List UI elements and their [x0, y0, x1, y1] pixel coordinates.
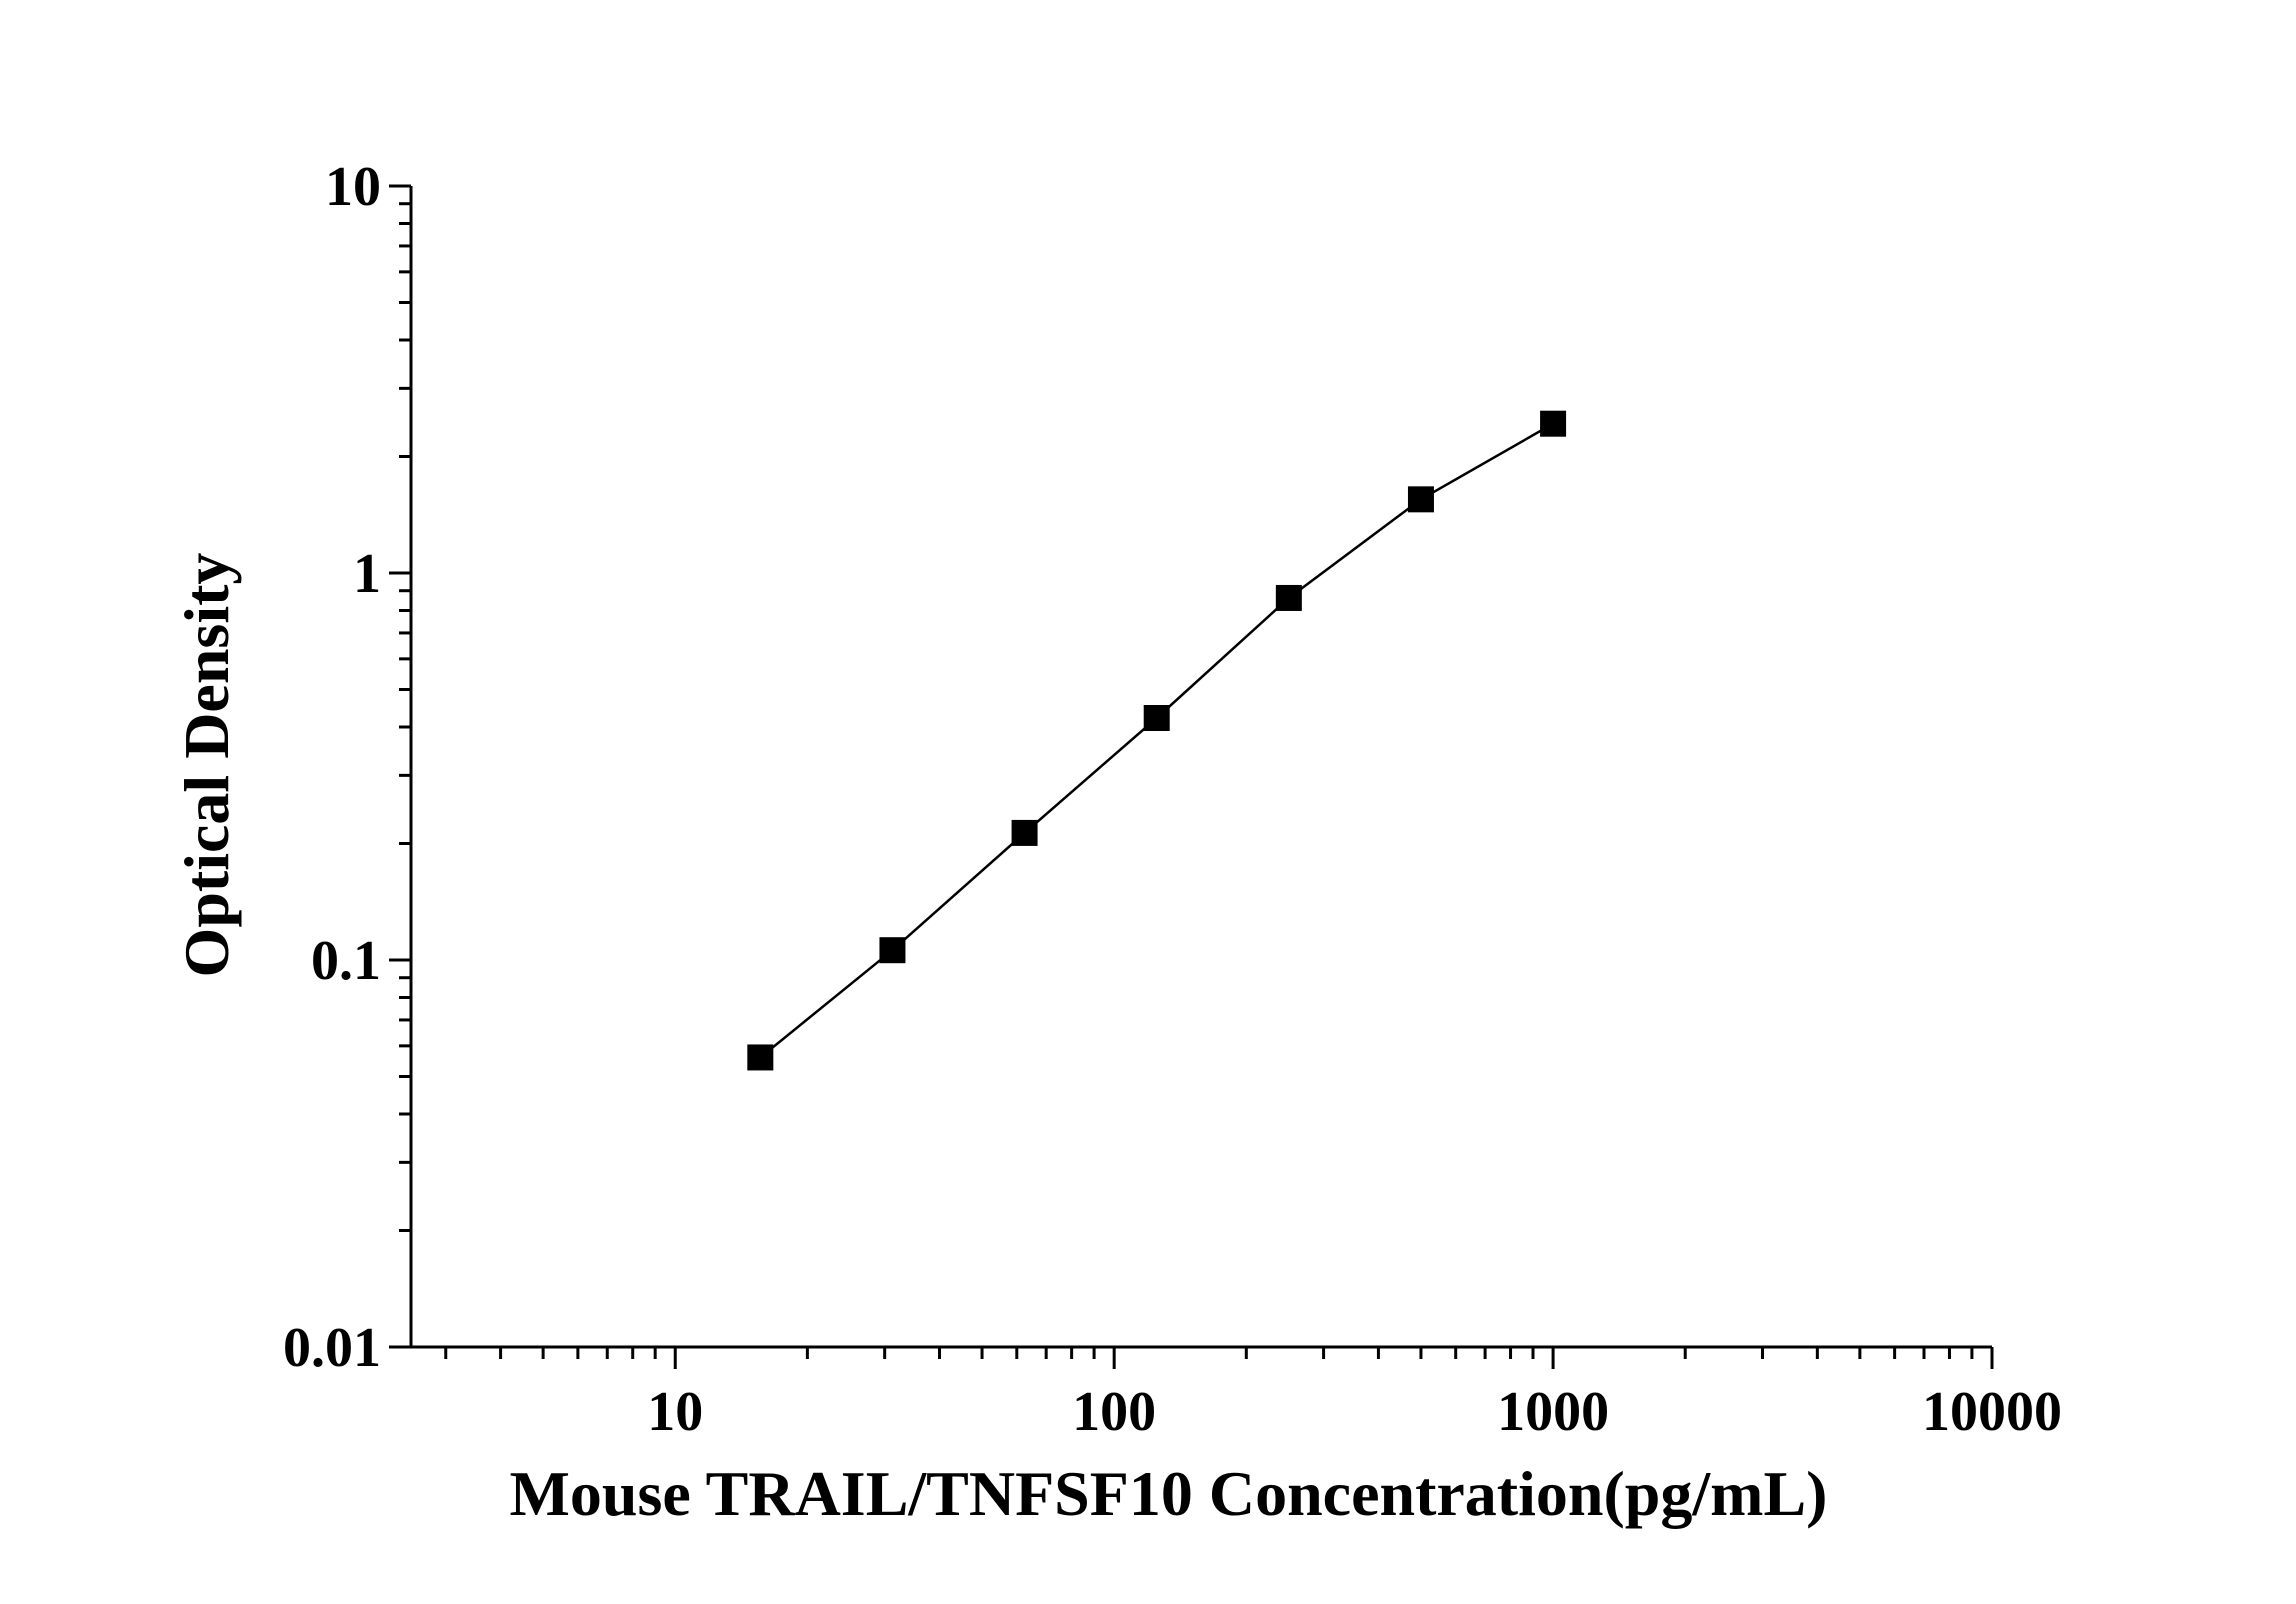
series-line [759, 422, 1554, 1059]
data-point-marker [1011, 819, 1038, 846]
data-point-marker [1407, 486, 1434, 513]
axes [409, 186, 1992, 1349]
y-tick-label: 10 [325, 156, 381, 218]
data-point-marker [1540, 410, 1567, 437]
series [747, 410, 1567, 1071]
x-tick-label: 100 [1072, 1381, 1156, 1443]
data-point-marker [879, 937, 906, 964]
x-tick-label: 10 [647, 1381, 703, 1443]
data-point-marker [747, 1044, 774, 1071]
y-tick-label: 1 [353, 543, 381, 605]
x-tick-label: 10000 [1922, 1381, 2062, 1443]
data-point-marker [1143, 705, 1170, 732]
tick-labels: 10 100 1000 10000 0.01 0.1 1 10 [283, 156, 2062, 1443]
y-tick-label: 0.01 [283, 1317, 381, 1379]
x-tick-label: 1000 [1497, 1381, 1609, 1443]
data-point-marker [1275, 584, 1302, 611]
ticks [389, 184, 1994, 1369]
y-axis-title: Optical Density [171, 553, 242, 978]
y-tick-label: 0.1 [311, 930, 381, 992]
x-axis-title: Mouse TRAIL/TNFSF10 Concentration(pg/mL) [510, 1458, 1828, 1529]
